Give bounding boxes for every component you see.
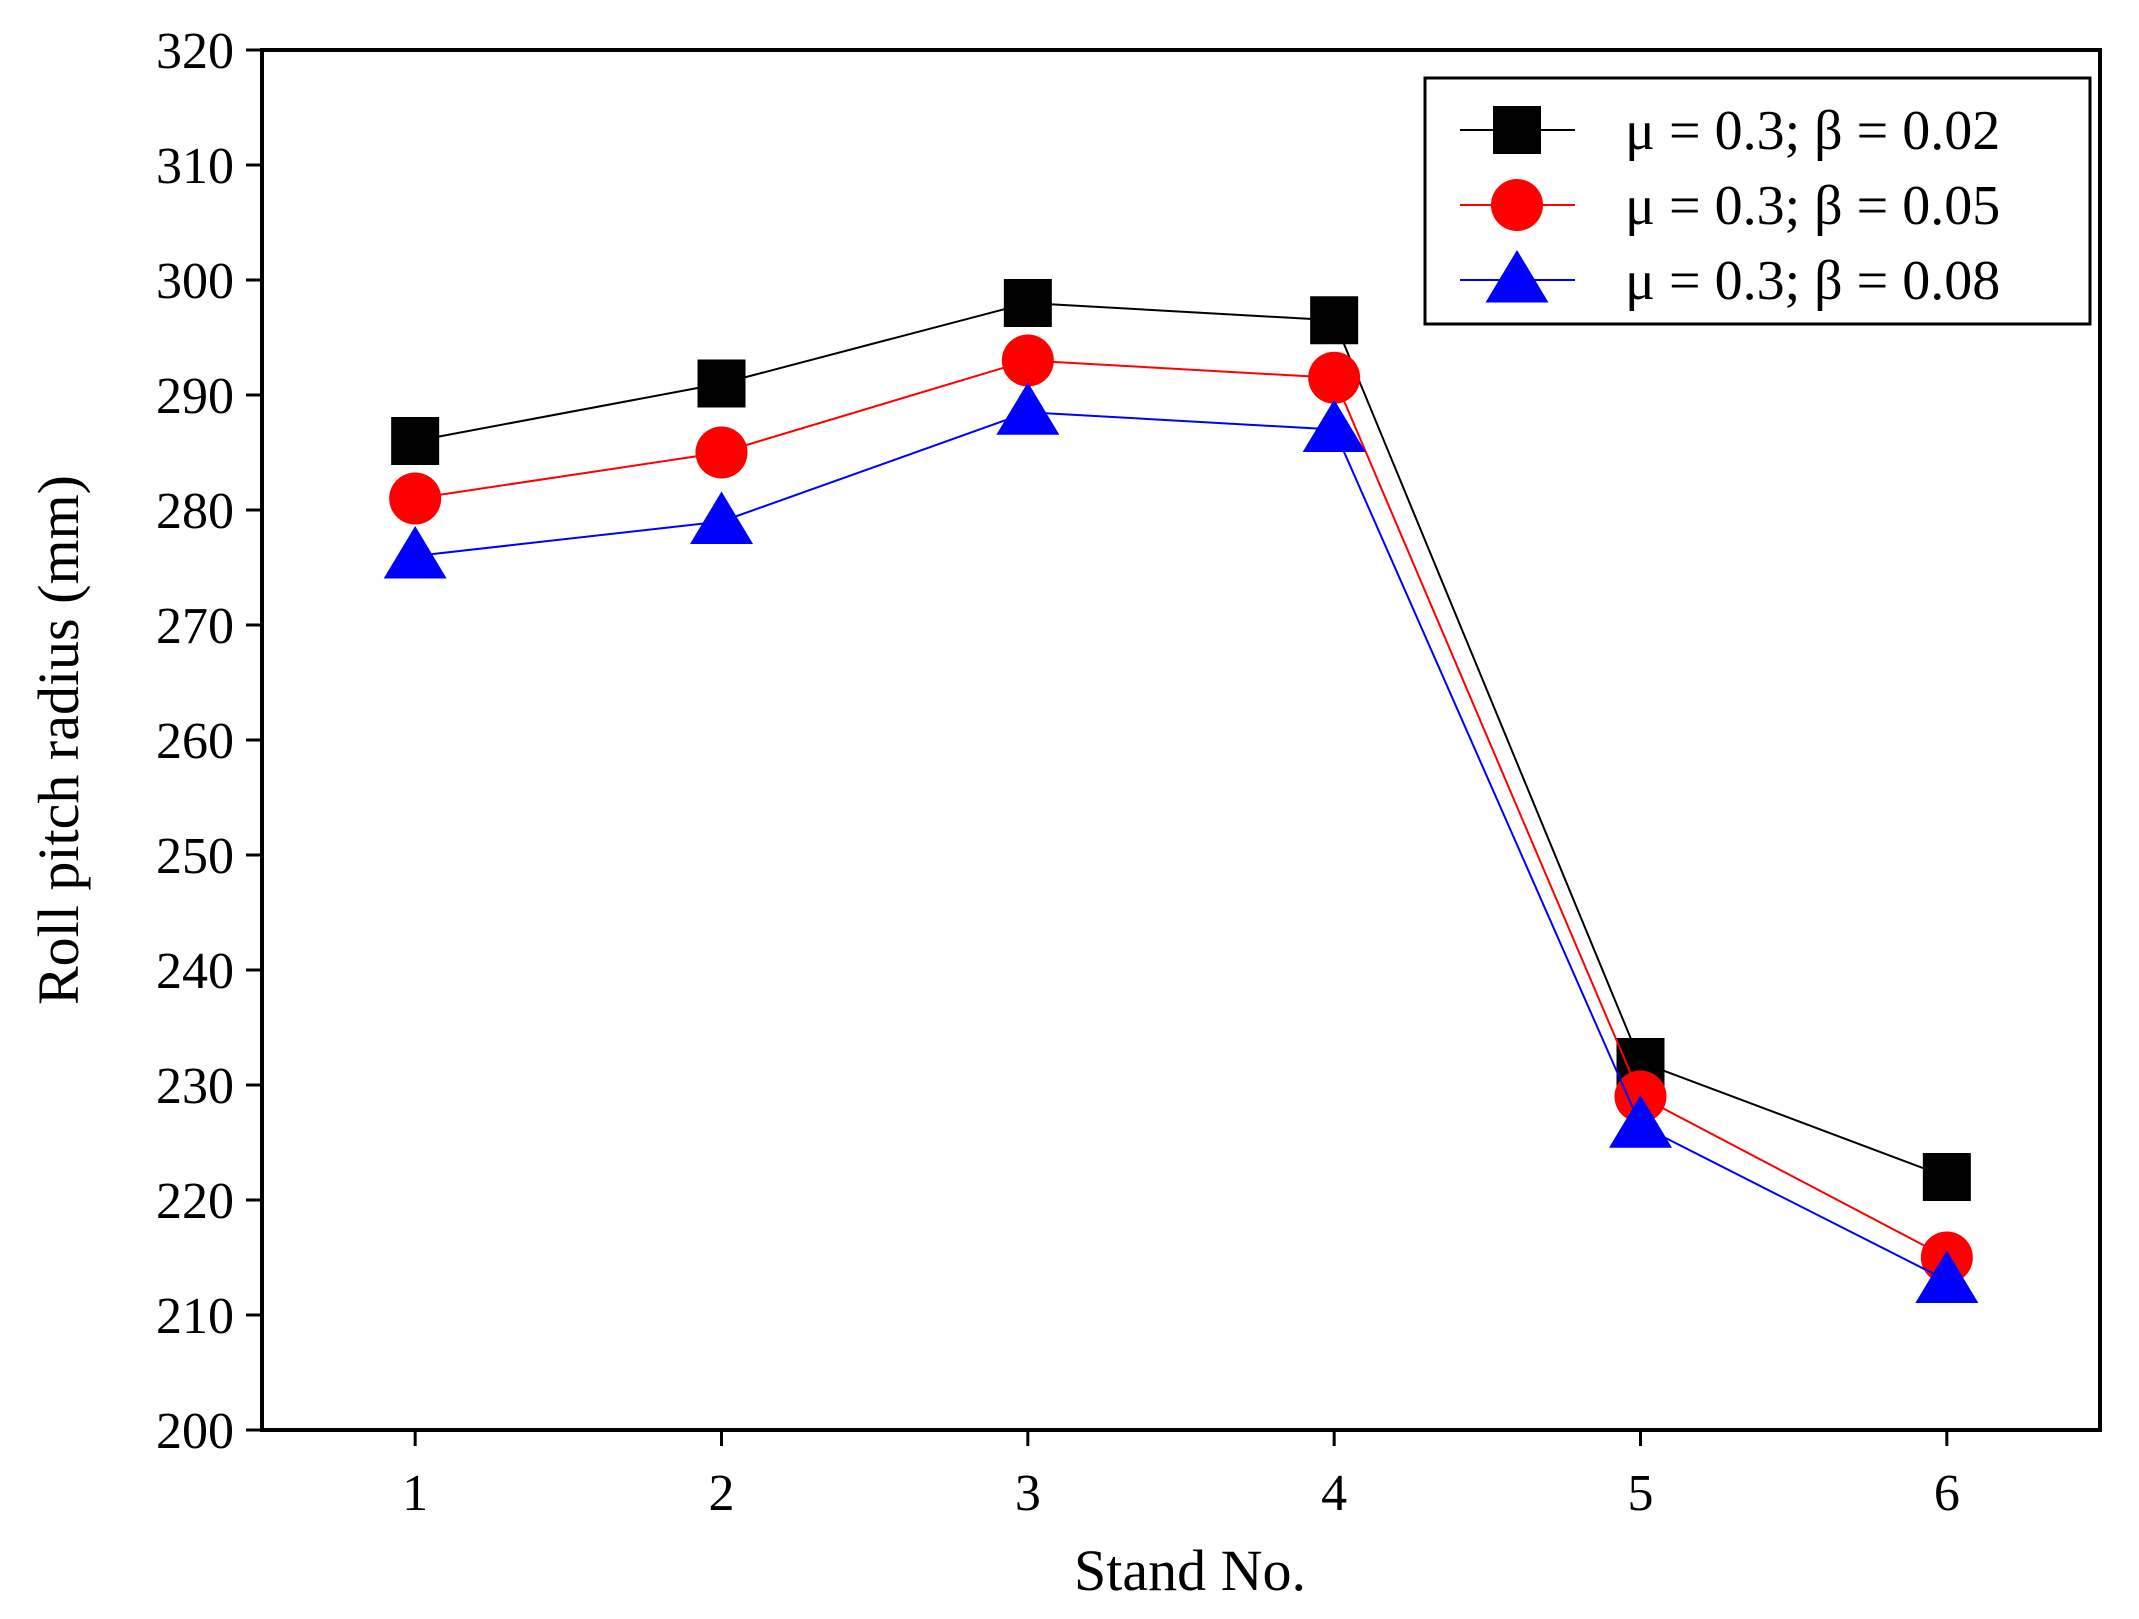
x-tick-label: 5 xyxy=(1628,1465,1654,1522)
data-point xyxy=(697,359,746,408)
series-line xyxy=(415,359,1948,1259)
y-axis: 200 210 220 230 240 250 260 270 280 290 300 310 320 xyxy=(156,23,262,1460)
y-tick-label: 230 xyxy=(156,1058,234,1115)
y-tick-label: 320 xyxy=(156,23,234,80)
data-point xyxy=(389,472,442,525)
legend-label: μ = 0.3; β = 0.02 xyxy=(1625,100,2000,162)
x-axis: 1 2 3 4 5 6 xyxy=(402,1430,1960,1522)
legend-label: μ = 0.3; β = 0.05 xyxy=(1625,175,2000,237)
x-axis-title: Stand No. xyxy=(1074,1538,1306,1603)
data-point xyxy=(1922,1153,1971,1201)
data-point xyxy=(1001,334,1054,387)
series-1 xyxy=(391,279,1971,1201)
legend-marker xyxy=(1493,106,1541,154)
data-point xyxy=(383,526,447,579)
series-layer xyxy=(383,279,1979,1303)
x-tick-label: 4 xyxy=(1321,1465,1347,1522)
x-tick-label: 2 xyxy=(709,1465,735,1522)
y-tick-label: 270 xyxy=(156,598,234,655)
data-point xyxy=(996,382,1060,435)
legend-item: μ = 0.3; β = 0.02 xyxy=(1460,100,2000,162)
legend-item: μ = 0.3; β = 0.08 xyxy=(1460,250,2000,312)
data-point xyxy=(1302,399,1366,452)
y-tick-label: 300 xyxy=(156,253,234,310)
legend-label: μ = 0.3; β = 0.08 xyxy=(1625,250,2000,312)
data-point xyxy=(1609,1095,1672,1148)
y-tick-label: 310 xyxy=(156,138,234,195)
y-tick-label: 210 xyxy=(156,1288,234,1345)
legend-item: μ = 0.3; β = 0.05 xyxy=(1460,175,2000,237)
x-tick-label: 6 xyxy=(1934,1465,1960,1522)
legend-marker xyxy=(1485,250,1549,303)
y-tick-label: 240 xyxy=(156,943,234,1000)
series-3 xyxy=(383,382,1979,1303)
y-tick-label: 250 xyxy=(156,828,234,885)
series-2 xyxy=(389,334,1973,1284)
y-tick-label: 280 xyxy=(156,483,234,540)
y-tick-label: 260 xyxy=(156,713,234,770)
data-point xyxy=(690,491,753,544)
data-point xyxy=(1308,351,1361,404)
x-tick-label: 1 xyxy=(402,1465,428,1522)
data-point xyxy=(391,417,440,465)
data-point xyxy=(1003,279,1052,327)
y-tick-label: 220 xyxy=(156,1173,234,1230)
data-point xyxy=(1915,1250,1979,1303)
legend: μ = 0.3; β = 0.02 μ = 0.3; β = 0.05 μ = 0.… xyxy=(1423,76,2092,326)
series-line xyxy=(414,301,1948,1178)
x-tick-label: 3 xyxy=(1015,1465,1041,1522)
y-axis-title: Roll pitch radius (mm) xyxy=(26,475,91,1005)
data-point xyxy=(1310,296,1359,345)
y-tick-label: 290 xyxy=(156,368,234,425)
series-line xyxy=(415,411,1948,1282)
legend-marker xyxy=(1491,179,1543,231)
data-point xyxy=(695,426,748,479)
y-tick-label: 200 xyxy=(156,1403,234,1460)
